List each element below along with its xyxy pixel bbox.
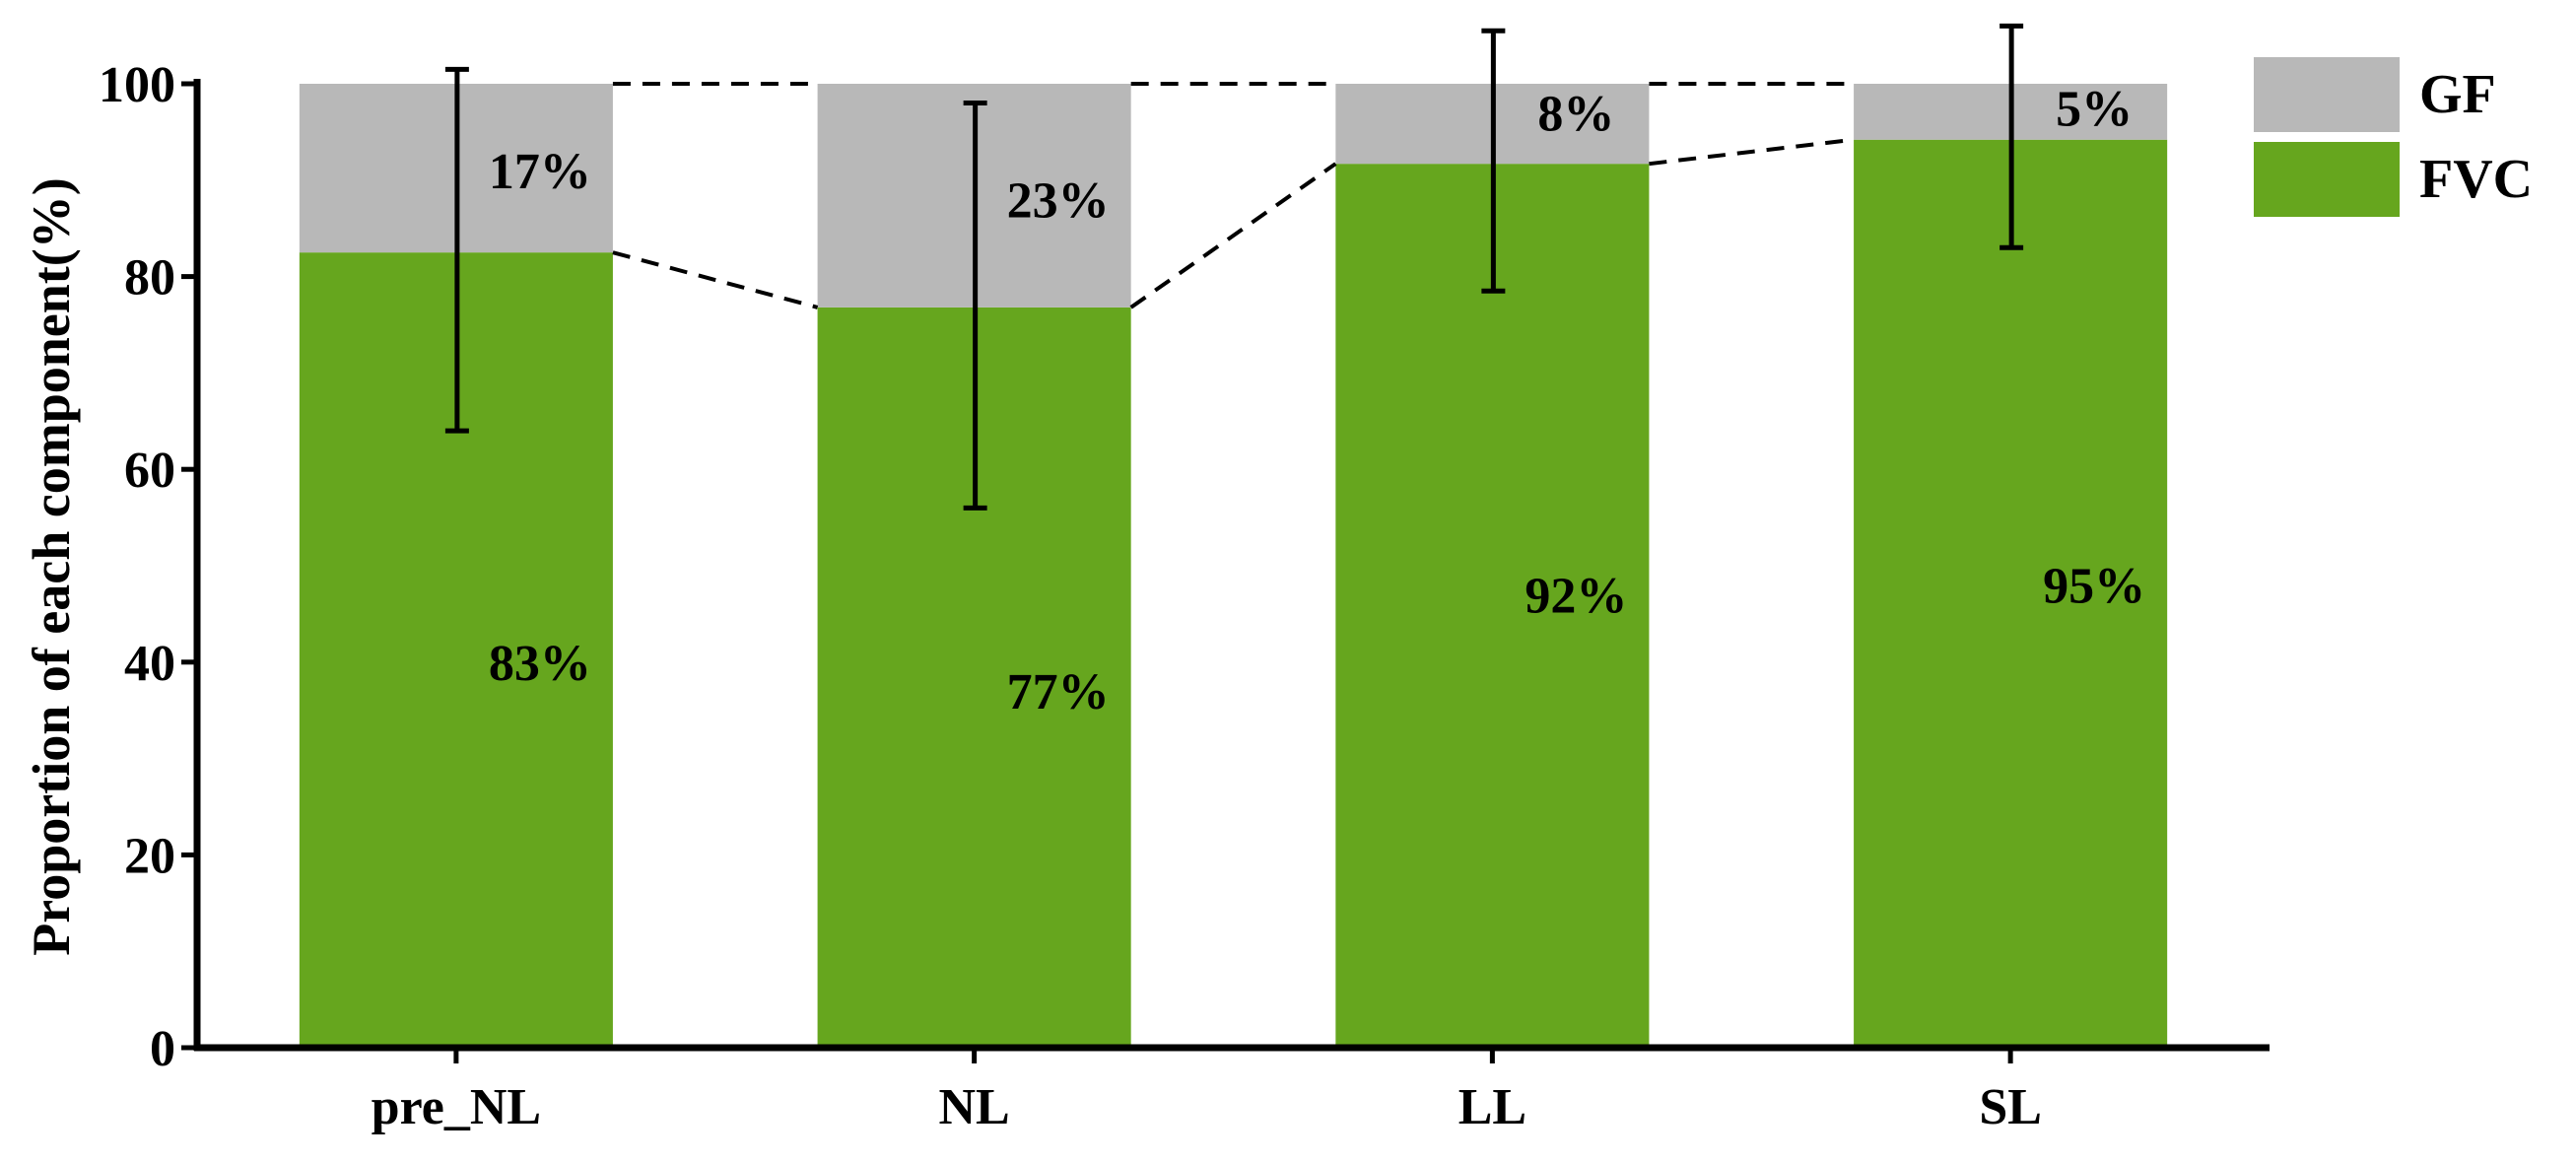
y-tick-label-100: 100 [99,57,175,113]
legend-swatch-gf [2254,57,2400,132]
y-axis-title: Proportion of each component(%) [22,177,81,955]
bar-fvc-sl [1854,139,2168,1048]
data-label-fvc-ll: 92% [1525,568,1627,624]
legend-label-fvc: FVC [2419,149,2533,210]
x-tick-label-nl: NL [939,1079,1010,1135]
data-label-gf-sl: 5% [2056,81,2133,137]
data-label-gf-ll: 8% [1537,86,1614,142]
data-label-gf-pre_nl: 17% [489,144,591,200]
connector-boundary-2 [1649,137,1855,167]
bar-fvc-ll [1335,164,1650,1048]
legend-label-gf: GF [2419,64,2496,125]
data-labels: 83% 77% 92% 95% 17% 23% 8% 5% [489,81,2145,720]
y-tick-label-20: 20 [124,828,175,884]
y-tick-label-0: 0 [150,1021,175,1077]
y-tick-label-60: 60 [124,443,175,499]
y-tick-label-80: 80 [124,250,175,307]
data-label-fvc-nl: 77% [1007,664,1110,720]
legend-swatch-fvc [2254,142,2400,217]
data-label-gf-nl: 23% [1007,172,1110,229]
x-tick-label-sl: SL [1979,1079,2042,1135]
axes: 0 20 40 60 80 100 pre_NL NL LL SL [99,57,2270,1135]
y-tick-label-40: 40 [124,636,175,692]
x-tick-label-pre_nl: pre_NL [372,1079,541,1135]
bars-layer [299,84,2168,1048]
error-bars [444,23,2024,511]
connector-boundary-0 [612,250,819,309]
x-tick-label-ll: LL [1458,1079,1526,1135]
connector-boundary-1 [1129,162,1337,309]
data-label-fvc-sl: 95% [2043,559,2145,615]
connector-lines [612,82,1855,309]
data-label-fvc-pre_nl: 83% [489,636,591,692]
legend: GF FVC [2254,57,2533,217]
